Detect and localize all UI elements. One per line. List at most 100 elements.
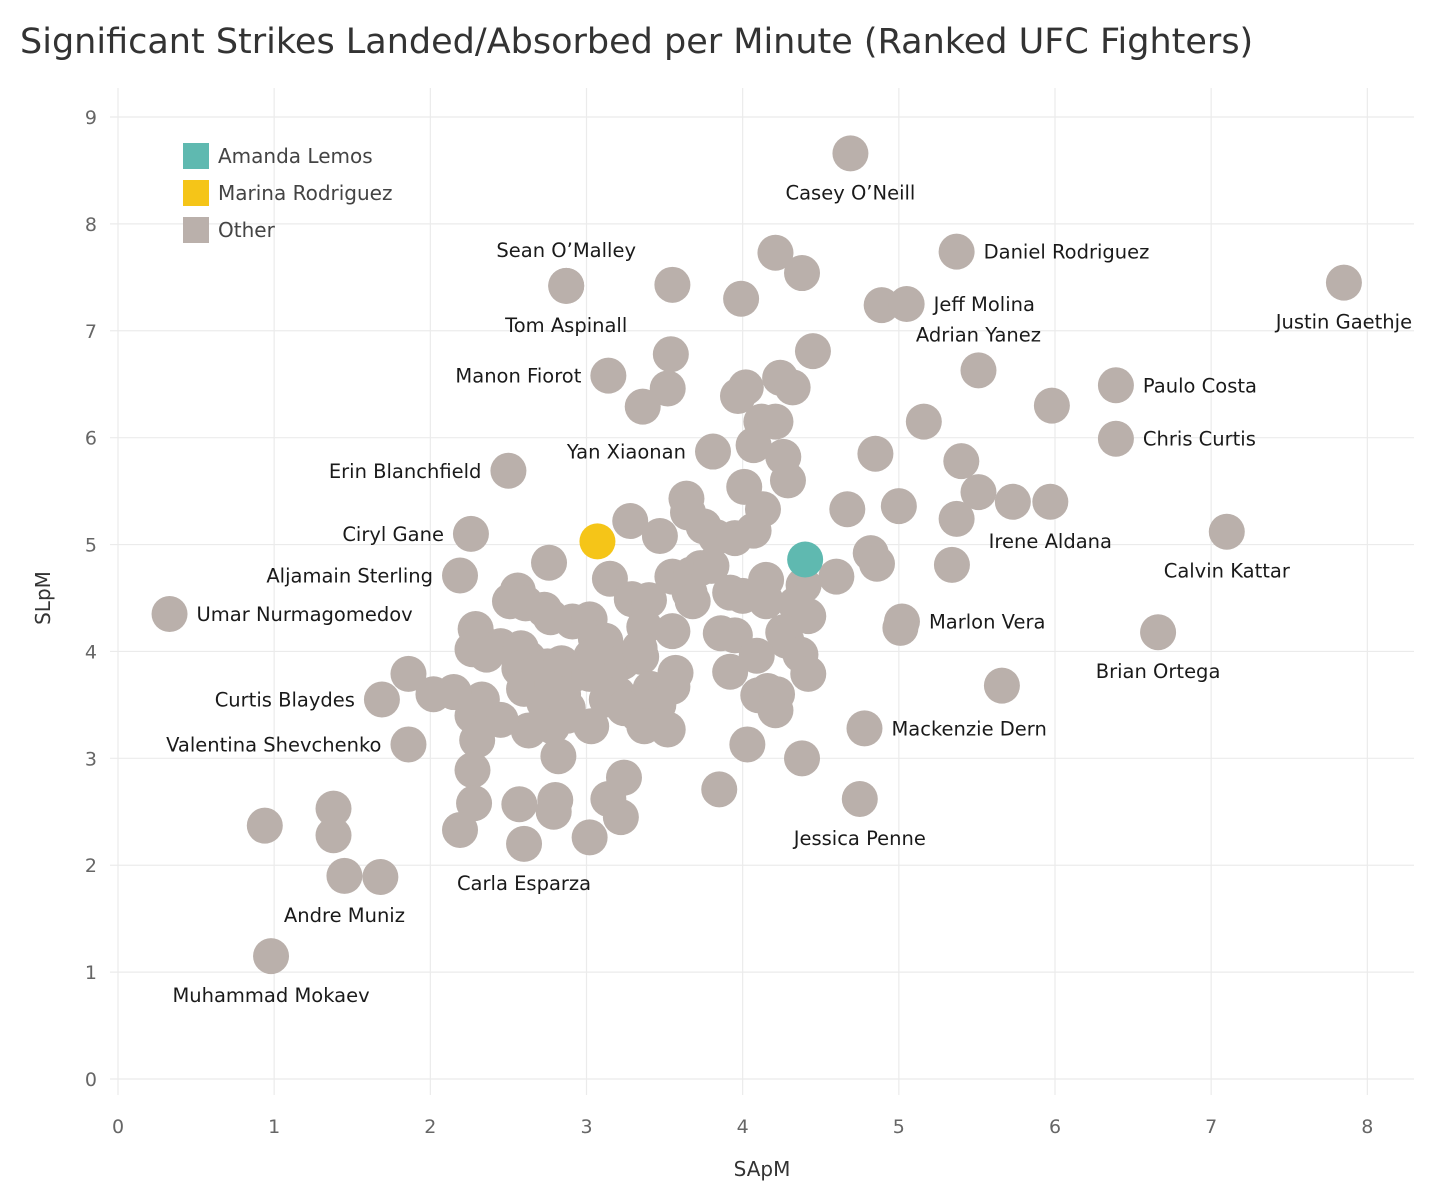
x-tick-label: 1 <box>268 1116 280 1138</box>
data-point-other <box>933 546 970 583</box>
y-tick-label: 0 <box>85 1069 97 1091</box>
data-point-labeled <box>506 825 543 862</box>
point-label: Mackenzie Dern <box>891 717 1046 740</box>
data-point-other <box>938 500 975 537</box>
data-point-other <box>777 586 814 623</box>
point-label: Manon Fiorot <box>455 365 581 388</box>
data-point-labeled <box>326 857 363 894</box>
data-point-other <box>738 637 775 674</box>
point-label: Marlon Vera <box>929 611 1046 634</box>
data-point-other <box>701 771 738 808</box>
point-label: Chris Curtis <box>1143 428 1256 451</box>
point-label: Jessica Penne <box>792 827 926 850</box>
data-point-other <box>649 370 686 407</box>
data-point-other <box>630 582 667 619</box>
data-point-other <box>790 655 827 692</box>
data-point-other <box>463 681 500 718</box>
x-tick-label: 2 <box>424 1116 436 1138</box>
legend-label: Amanda Lemos <box>218 144 373 168</box>
data-point-other <box>621 630 658 667</box>
y-tick-label: 2 <box>85 855 97 877</box>
data-point-other <box>456 785 493 822</box>
data-point-other <box>943 443 980 480</box>
data-point-labeled <box>832 135 869 172</box>
point-label: Curtis Blaydes <box>215 689 355 712</box>
data-point-labeled <box>1325 264 1362 301</box>
data-point-other <box>994 483 1031 520</box>
x-tick-label: 0 <box>112 1116 124 1138</box>
data-point-labeled <box>151 596 188 633</box>
point-label: Daniel Rodriguez <box>984 241 1150 264</box>
data-point-labeled <box>1208 513 1245 550</box>
y-tick-label: 6 <box>85 428 97 450</box>
data-point-other <box>880 488 917 525</box>
point-label: Ciryl Gane <box>342 523 444 546</box>
data-point-other <box>857 435 894 472</box>
data-point-labeled <box>1097 367 1134 404</box>
y-tick-label: 1 <box>85 962 97 984</box>
axis-ticks: 0 1 2 3 4 5 6 7 8 0 1 2 3 4 5 6 7 8 9 <box>85 107 1373 1138</box>
y-tick-label: 7 <box>85 321 97 343</box>
data-point-other <box>654 613 691 650</box>
data-point-other <box>652 336 689 373</box>
legend-swatch <box>183 217 209 243</box>
data-point-labeled <box>841 780 878 817</box>
data-point-highlight <box>579 523 616 560</box>
x-tick-label: 3 <box>580 1116 592 1138</box>
point-label: Calvin Kattar <box>1164 560 1291 583</box>
data-point-other <box>246 807 283 844</box>
data-point-other <box>829 491 866 528</box>
legend: Amanda Lemos Marina Rodriguez Other <box>183 143 392 243</box>
data-point-other <box>535 793 572 830</box>
data-point-labeled <box>883 603 920 640</box>
point-label: Muhammad Mokaev <box>172 984 369 1007</box>
data-point-other <box>1033 387 1070 424</box>
x-tick-label: 6 <box>1049 1116 1061 1138</box>
y-tick-label: 3 <box>85 748 97 770</box>
data-point-other <box>531 544 568 581</box>
legend-label: Marina Rodriguez <box>218 181 392 205</box>
point-label: Casey O’Neill <box>785 181 915 204</box>
legend-swatch <box>183 180 209 206</box>
y-tick-label: 4 <box>85 641 97 663</box>
data-point-labeled <box>938 233 975 270</box>
data-point-other <box>602 799 639 836</box>
data-point-other <box>315 790 352 827</box>
data-point-other <box>729 726 766 763</box>
data-point-other <box>794 333 831 370</box>
data-point-other <box>674 583 711 620</box>
point-label: Paulo Costa <box>1143 374 1257 397</box>
data-points <box>151 135 1362 975</box>
data-point-labeled <box>452 515 489 552</box>
data-point-labeled <box>590 357 627 394</box>
data-point-labeled <box>888 286 925 323</box>
data-point-labeled <box>253 938 290 975</box>
data-point-labeled <box>846 710 883 747</box>
data-point-other <box>501 786 538 823</box>
data-point-other <box>784 255 821 292</box>
data-point-labeled <box>390 726 427 763</box>
point-label: Aljamain Sterling <box>266 565 433 588</box>
data-point-other <box>757 692 794 729</box>
point-label: Brian Ortega <box>1096 660 1221 683</box>
data-point-other <box>459 722 496 759</box>
y-axis-label: SLpM <box>31 571 55 625</box>
data-point-other <box>612 503 649 540</box>
data-point-labeled <box>548 267 585 304</box>
data-point-other <box>571 819 608 856</box>
data-point-labeled <box>490 452 527 489</box>
data-point-other <box>784 740 821 777</box>
data-point-other <box>605 759 642 796</box>
data-point-other <box>983 667 1020 704</box>
data-point-other <box>748 583 785 620</box>
x-axis-label: SApM <box>734 1157 791 1181</box>
data-point-other <box>390 655 427 692</box>
legend-label: Other <box>218 218 276 242</box>
point-label: Erin Blanchfield <box>329 460 482 483</box>
data-point-labeled <box>442 557 479 594</box>
data-point-other <box>858 545 895 582</box>
data-point-labeled <box>1032 483 1069 520</box>
data-point-labeled <box>1140 614 1177 651</box>
data-point-other <box>315 817 352 854</box>
point-label: Adrian Yanez <box>916 323 1041 346</box>
